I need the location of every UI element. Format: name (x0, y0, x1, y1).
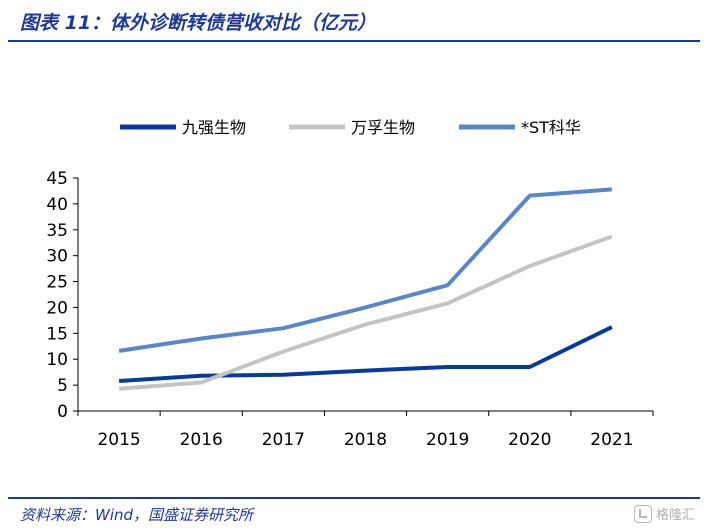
y-tick-label: 25 (46, 273, 68, 293)
y-tick-label: 40 (46, 195, 68, 215)
header-divider (8, 40, 700, 42)
y-tick-label: 15 (46, 324, 68, 344)
y-tick-label: 10 (46, 350, 68, 370)
series-line-1 (118, 325, 613, 383)
x-tick-label: 2017 (262, 430, 305, 450)
footer-divider (8, 497, 700, 499)
watermark-label: 格隆汇 (655, 508, 695, 523)
x-tick-label: 2021 (590, 430, 633, 450)
chart-title: 图表 11：体外诊断转债营收对比（亿元） (20, 12, 377, 34)
x-tick-label: 2016 (180, 430, 223, 450)
source-note: 资料来源：Wind，国盛证券研究所 (20, 506, 254, 524)
legend-label: *ST科华 (521, 118, 581, 137)
x-tick-label: 2020 (508, 430, 551, 450)
y-tick-label: 0 (57, 402, 68, 422)
y-tick-label: 5 (57, 376, 68, 396)
watermark-logo-icon (633, 504, 652, 523)
series-line-2 (118, 234, 613, 391)
x-tick-label: 2019 (426, 430, 469, 450)
series-line-3 (118, 187, 613, 353)
x-tick-label: 2018 (344, 430, 387, 450)
chart-header: 图表 11：体外诊断转债营收对比（亿元） (0, 0, 707, 44)
y-tick-label: 35 (46, 221, 68, 241)
y-tick-label: 20 (46, 298, 68, 318)
y-tick-label: 45 (46, 169, 68, 189)
x-tick-label: 2015 (97, 430, 140, 450)
legend-label: 九强生物 (182, 118, 246, 137)
y-tick-label: 30 (46, 247, 68, 267)
watermark: 格隆汇 (633, 504, 695, 523)
legend-label: 万孚生物 (351, 118, 415, 137)
